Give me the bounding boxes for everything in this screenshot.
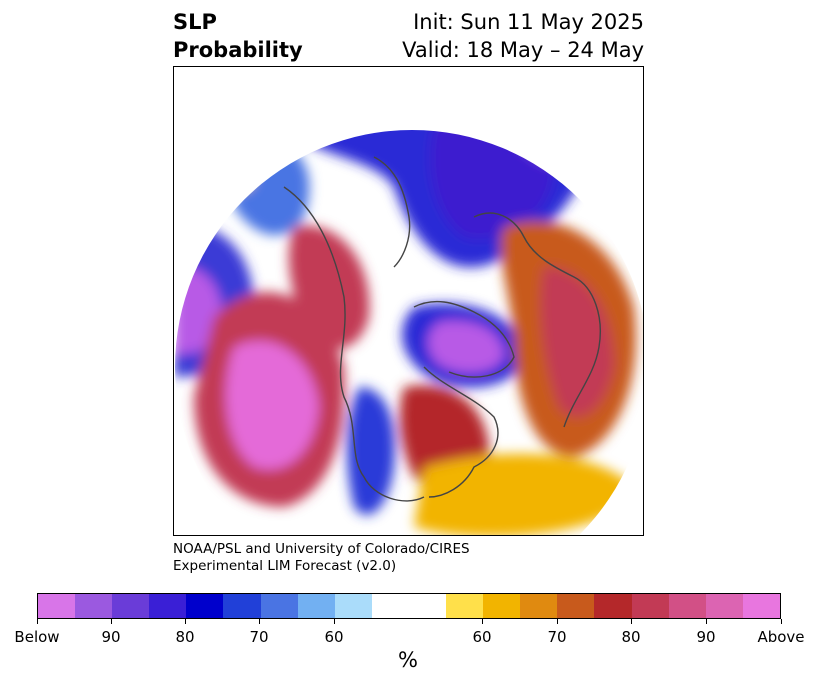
colorbar-cell <box>446 594 484 618</box>
init-date: Init: Sun 11 May 2025 <box>413 10 644 34</box>
colorbar-cell <box>594 594 632 618</box>
colorbar-tick-label: Below <box>14 628 60 646</box>
colorbar-tick-label: Above <box>757 628 805 646</box>
colorbar-cell <box>297 594 335 618</box>
map-dates: Init: Sun 11 May 2025 Valid: 18 May – 24… <box>402 8 644 64</box>
credit-block: NOAA/PSL and University of Colorado/CIRE… <box>173 541 470 575</box>
colorbar-tick-mark <box>185 619 186 624</box>
colorbar-cell <box>112 594 150 618</box>
colorbar-tick-label: 70 <box>547 628 567 646</box>
colorbar-tick-label: 80 <box>621 628 641 646</box>
colorbar-tick-mark <box>334 619 335 624</box>
colorbar-cell <box>334 594 372 618</box>
colorbar-tick-mark <box>781 619 782 624</box>
hudson-below-core <box>428 320 504 373</box>
central-us-below <box>347 387 395 515</box>
colorbar-tick-label: 80 <box>175 628 195 646</box>
colorbar-cell <box>186 594 224 618</box>
colorbar <box>37 593 781 619</box>
colorbar-cell <box>631 594 669 618</box>
title-variable: SLP <box>173 10 217 34</box>
colorbar-tick-mark <box>37 619 38 624</box>
asia-below-region <box>514 130 606 168</box>
colorbar-cell <box>38 594 76 618</box>
colorbar-cell <box>371 594 409 618</box>
colorbar-cell <box>408 594 447 618</box>
colorbar-tick-label: 60 <box>472 628 492 646</box>
colorbar-tick-label: 90 <box>696 628 716 646</box>
credit-line-1: NOAA/PSL and University of Colorado/CIRE… <box>173 541 470 557</box>
colorbar-tick-mark <box>259 619 260 624</box>
colorbar-unit: % <box>398 648 418 672</box>
colorbar-tick-mark <box>111 619 112 624</box>
colorbar-cell <box>75 594 113 618</box>
colorbar-cell <box>557 594 595 618</box>
colorbar-cell <box>668 594 706 618</box>
colorbar-cell <box>260 594 298 618</box>
west-na-above <box>288 225 370 349</box>
colorbar-cell <box>520 594 558 618</box>
colorbar-cell <box>223 594 261 618</box>
colorbar-cell <box>742 594 780 618</box>
colorbar-tick-mark <box>557 619 558 624</box>
pacific-above-core <box>225 340 319 470</box>
colorbar-tick-mark <box>631 619 632 624</box>
colorbar-cell <box>149 594 187 618</box>
colorbar-tick-mark <box>706 619 707 624</box>
colorbar-tick-label: 90 <box>101 628 121 646</box>
probability-map <box>175 130 643 535</box>
map-title: SLP Probability <box>173 8 303 64</box>
colorbar-tick-label: 70 <box>249 628 269 646</box>
credit-line-2: Experimental LIM Forecast (v2.0) <box>173 558 397 574</box>
colorbar-cell <box>705 594 743 618</box>
title-kind: Probability <box>173 38 303 62</box>
map-panel <box>173 66 644 536</box>
valid-range: Valid: 18 May – 24 May <box>402 38 644 62</box>
colorbar-cell <box>483 594 521 618</box>
colorbar-tick-mark <box>482 619 483 624</box>
pacific-yellow-blob <box>214 145 255 191</box>
colorbar-tick-label: 60 <box>324 628 344 646</box>
